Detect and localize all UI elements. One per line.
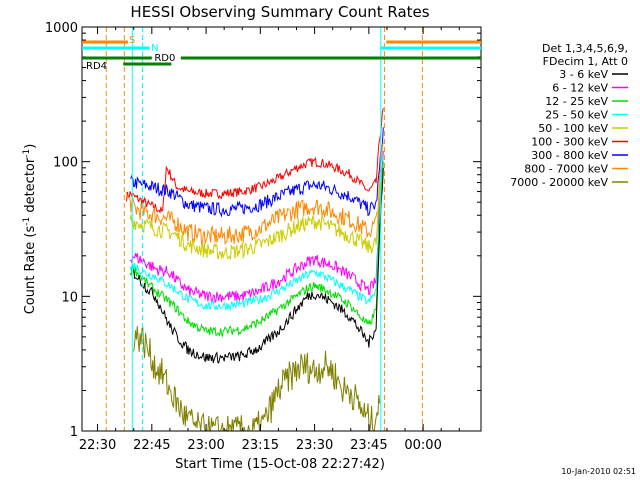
legend-label-8: 7000 - 20000 keV xyxy=(510,176,608,189)
x-tick-label-5: 23:45 xyxy=(350,438,387,453)
footer-timestamp: 10-Jan-2010 02:51 xyxy=(561,467,636,476)
plot-marks xyxy=(105,27,423,433)
x-tick-label-6: 00:00 xyxy=(404,438,441,453)
series-line-4 xyxy=(129,150,384,304)
x-tick-label-0: 22:30 xyxy=(79,438,116,453)
series-line-7 xyxy=(133,167,384,364)
legend-label-4: 50 - 100 keV xyxy=(538,122,608,135)
y-axis-title: Count Rate (s-1 detector-1) xyxy=(22,144,38,315)
chart-title: HESSI Observing Summary Count Rates xyxy=(130,3,429,21)
x-axis: 22:30 22:45 23:00 23:15 23:30 23:45 00:00 xyxy=(79,27,460,453)
y-axis-title-sup1: -1 xyxy=(22,217,32,226)
series-line-1 xyxy=(130,127,384,218)
y-axis: 1 10 100 1000 xyxy=(45,21,481,440)
y-axis-title-mid: detector xyxy=(23,157,38,217)
y-axis-title-end: ) xyxy=(23,144,38,149)
flag-label-3: RD4 xyxy=(86,61,107,72)
legend-label-0: 3 - 6 keV xyxy=(559,68,608,81)
y-tick-label-1: 10 xyxy=(61,290,78,305)
legend-header-2: FDecim 1, Att 0 xyxy=(543,55,628,68)
x-axis-title: Start Time (15-Oct-08 22:27:42) xyxy=(175,457,385,472)
y-axis-title-sup2: -1 xyxy=(22,149,32,158)
legend-label-7: 800 - 7000 keV xyxy=(524,163,608,176)
x-tick-label-1: 22:45 xyxy=(133,438,170,453)
legend-label-1: 6 - 12 keV xyxy=(552,82,608,95)
legend-label-5: 100 - 300 keV xyxy=(531,136,608,149)
y-tick-label-0: 1 xyxy=(70,425,78,440)
x-tick-label-3: 23:15 xyxy=(242,438,279,453)
legend-label-2: 12 - 25 keV xyxy=(545,95,608,108)
plot-frame xyxy=(81,26,482,432)
series-line-0 xyxy=(126,107,384,214)
series-line-8 xyxy=(133,326,381,433)
series-line-5 xyxy=(129,156,384,311)
series-line-6 xyxy=(129,161,384,338)
series-line-3 xyxy=(129,156,384,260)
legend-label-6: 300 - 800 keV xyxy=(531,149,608,162)
y-axis-title-main: Count Rate (s xyxy=(23,226,38,315)
series-line-2 xyxy=(126,141,384,247)
flag-label-0: S xyxy=(129,35,135,46)
flag-label-2: RD0 xyxy=(154,53,175,64)
legend-header-1: Det 1,3,4,5,6,9, xyxy=(542,42,628,55)
y-tick-label-3: 1000 xyxy=(45,21,78,36)
flag-label-1: N xyxy=(151,43,158,54)
x-tick-label-2: 23:00 xyxy=(187,438,224,453)
legend: Det 1,3,4,5,6,9, FDecim 1, Att 0 3 - 6 k… xyxy=(510,42,628,189)
x-tick-label-4: 23:30 xyxy=(296,438,333,453)
y-tick-label-2: 100 xyxy=(53,156,78,171)
legend-label-3: 25 - 50 keV xyxy=(545,109,608,122)
